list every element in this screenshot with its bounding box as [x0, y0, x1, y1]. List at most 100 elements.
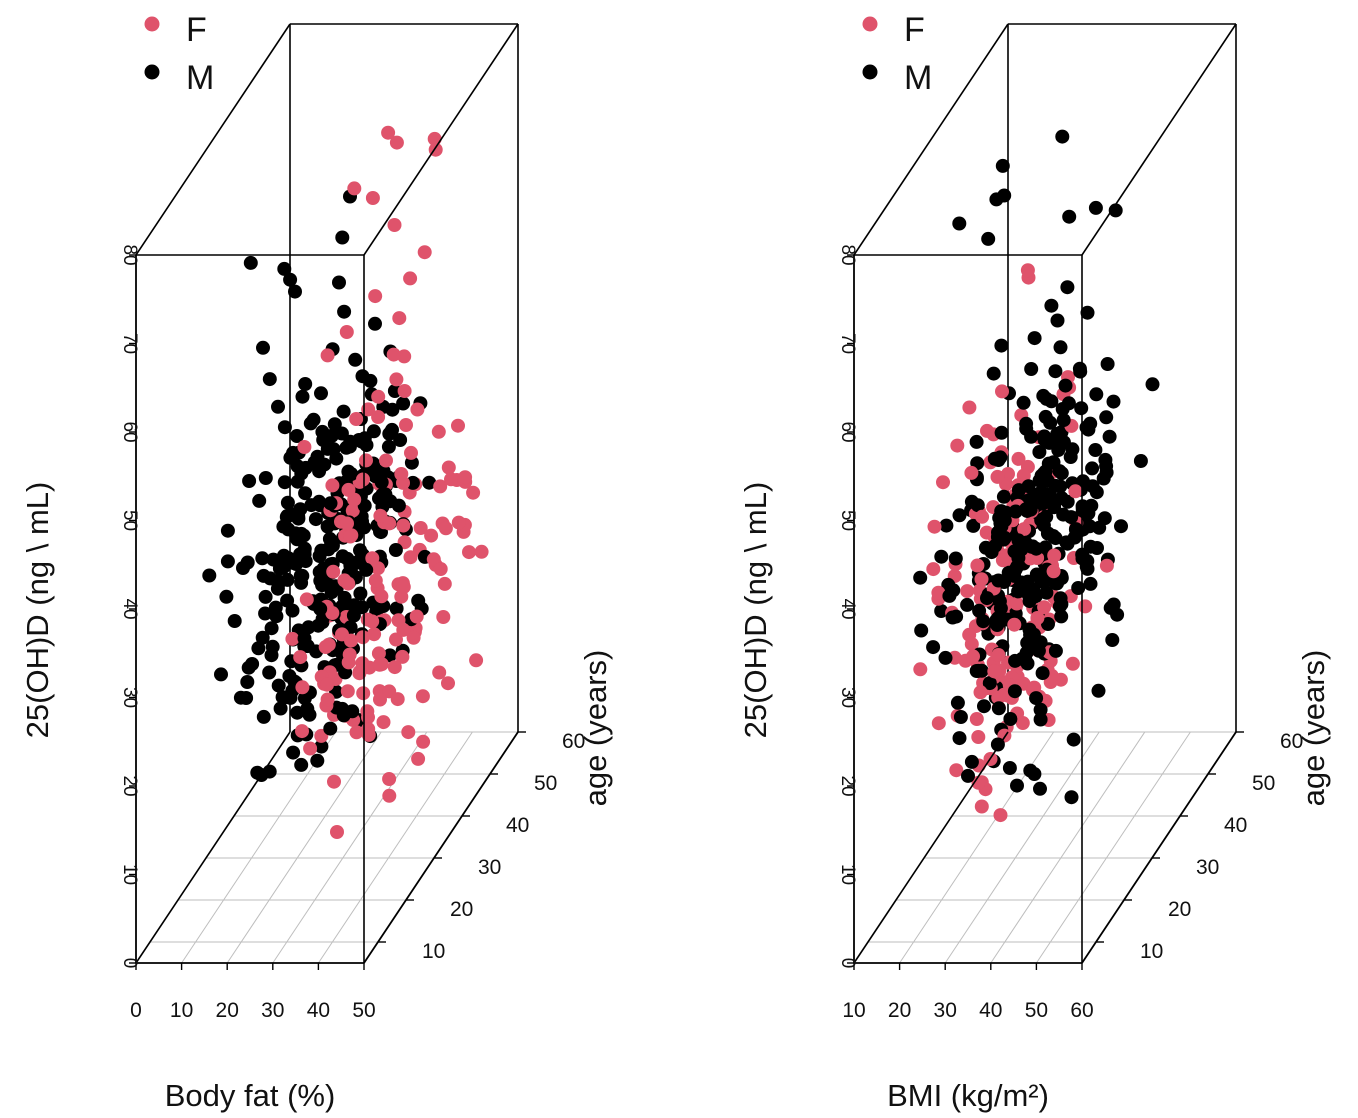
point-m: [258, 589, 273, 604]
tick-label-x: 10: [842, 999, 865, 1022]
point-m: [320, 519, 335, 534]
point-f: [293, 650, 308, 665]
point-m: [996, 489, 1011, 504]
point-m: [289, 429, 304, 443]
point-f: [376, 715, 391, 730]
tick-label-y: 60: [837, 421, 858, 442]
point-m: [389, 601, 404, 616]
point-f: [971, 775, 986, 790]
point-m: [1054, 597, 1069, 612]
grid-line-x: [317, 731, 473, 964]
point-m: [1076, 474, 1090, 489]
point-m: [1133, 454, 1148, 468]
point-f: [303, 741, 318, 756]
scatter-points: [202, 125, 489, 839]
point-m: [327, 417, 342, 432]
point-m: [258, 471, 273, 485]
point-m: [994, 338, 1009, 353]
point-m: [934, 604, 949, 618]
point-m: [315, 424, 330, 439]
point-f: [390, 692, 405, 707]
point-f: [349, 725, 364, 740]
point-f: [406, 630, 421, 645]
tick-label-x: 0: [130, 999, 142, 1022]
point-f: [1017, 522, 1032, 537]
point-m: [948, 551, 963, 566]
point-f: [325, 478, 340, 493]
point-m: [1064, 790, 1079, 805]
tick-label-y: 70: [837, 333, 858, 354]
point-m: [286, 445, 301, 460]
point-f: [320, 677, 334, 692]
point-m: [913, 570, 928, 585]
point-m: [255, 551, 270, 566]
box-edge-top-left-depth: [853, 23, 1009, 256]
point-m: [976, 614, 991, 629]
point-f: [980, 423, 994, 438]
point-m: [1020, 635, 1035, 650]
point-f: [462, 545, 476, 560]
point-m: [381, 439, 396, 454]
point-f: [394, 467, 409, 481]
tick-label-z: 40: [506, 814, 529, 837]
point-f: [330, 825, 344, 839]
point-f: [372, 657, 387, 672]
tick-label-y: 70: [119, 333, 140, 354]
point-f: [931, 585, 946, 600]
tick-labels: 10 20 30 40 50 600102030405060708010203040506…: [837, 244, 1303, 1022]
point-m: [1072, 361, 1087, 376]
tick-label-z: 50: [1252, 772, 1275, 795]
point-f: [371, 646, 386, 661]
point-m: [991, 525, 1005, 540]
point-m: [1058, 378, 1073, 393]
tick-label-z: 60: [562, 730, 585, 753]
point-m: [1029, 691, 1044, 706]
point-f: [441, 460, 456, 475]
point-m: [348, 352, 363, 367]
point-m: [1100, 357, 1115, 371]
point-m: [1052, 464, 1067, 479]
point-f: [974, 572, 989, 587]
tick-label-x: 10: [170, 999, 193, 1022]
point-m: [314, 739, 329, 754]
tick-label-y: 40: [119, 598, 140, 619]
point-m: [941, 577, 956, 592]
point-m: [1036, 518, 1051, 533]
point-f: [1009, 596, 1024, 611]
point-m: [396, 396, 411, 411]
point-m: [1036, 466, 1051, 481]
point-m: [335, 230, 350, 245]
point-m: [273, 701, 288, 716]
point-m: [280, 495, 295, 510]
y-axis-label: 25(OH)D (ng \ mL): [20, 482, 55, 739]
point-m: [1060, 494, 1075, 509]
point-m: [1026, 582, 1041, 597]
point-m: [359, 438, 374, 453]
point-m: [337, 590, 352, 605]
point-m: [939, 518, 954, 533]
point-m: [298, 377, 313, 391]
point-m: [1085, 461, 1100, 476]
point-f: [437, 576, 452, 591]
tick-label-x: 60: [1070, 999, 1093, 1022]
point-f: [432, 665, 447, 680]
point-m: [388, 543, 403, 557]
point-m: [966, 518, 981, 533]
point-f: [950, 438, 965, 453]
point-f: [365, 191, 380, 205]
tick-label-z: 30: [1196, 856, 1219, 879]
point-m: [1060, 536, 1075, 551]
point-m: [1049, 576, 1063, 591]
point-f: [320, 348, 335, 363]
point-m: [277, 475, 292, 490]
point-m: [337, 304, 352, 319]
point-f: [345, 503, 360, 518]
point-m: [971, 663, 986, 678]
point-m: [991, 701, 1006, 716]
point-m: [220, 523, 235, 538]
point-m: [290, 705, 305, 720]
point-m: [1106, 394, 1121, 409]
point-m: [385, 422, 399, 437]
point-f: [960, 584, 975, 599]
point-f: [395, 649, 410, 664]
